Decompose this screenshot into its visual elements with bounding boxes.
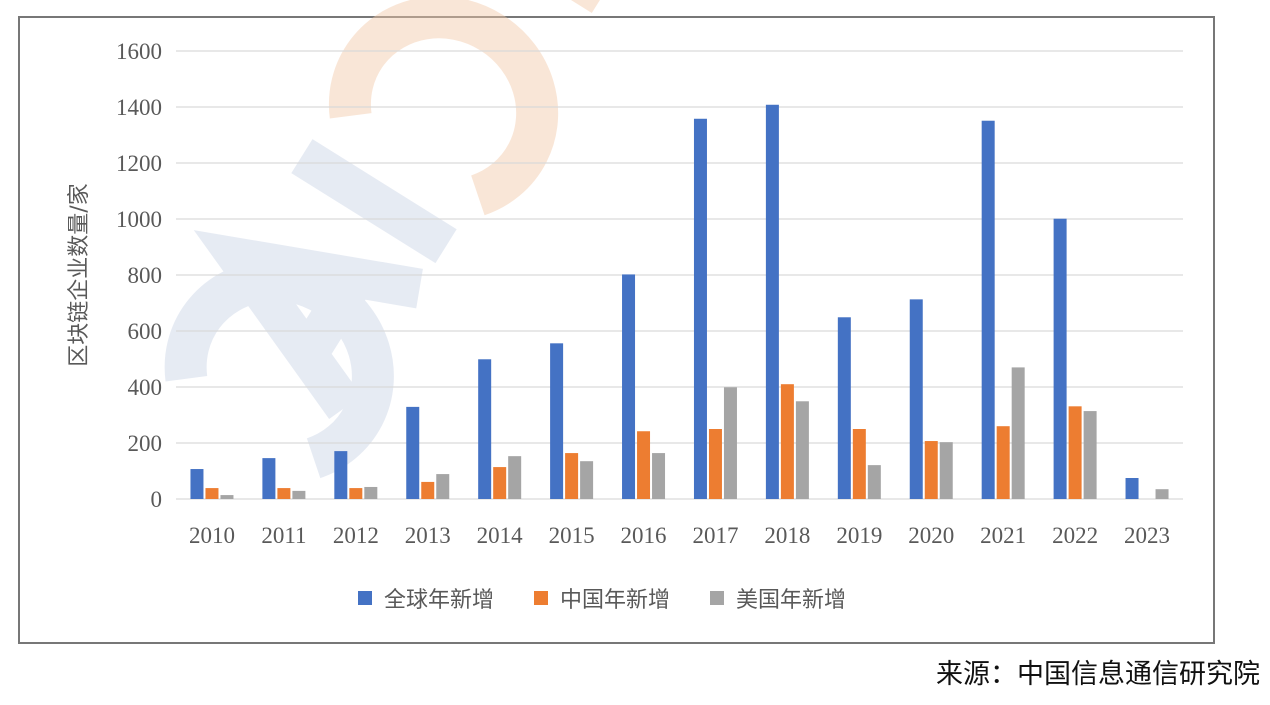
- bar-2015-2: [580, 461, 594, 499]
- legend-label: 中国年新增: [560, 588, 670, 613]
- bar-2011-2: [292, 490, 306, 499]
- y-tick-label: 1600: [116, 39, 162, 64]
- bar-2021-2: [1011, 367, 1025, 499]
- x-tick-label: 2011: [261, 523, 306, 548]
- legend-swatch: [710, 591, 724, 605]
- bar-2016-0: [622, 274, 636, 499]
- x-tick-label: 2014: [477, 523, 524, 548]
- x-tick-label: 2016: [621, 523, 667, 548]
- x-tick-label: 2017: [692, 523, 738, 548]
- bar-2014-0: [478, 359, 492, 499]
- bar-2020-0: [909, 299, 923, 499]
- bar-2011-0: [262, 458, 276, 499]
- watermark-letter-i: [291, 139, 457, 264]
- bar-2014-1: [493, 467, 507, 499]
- bar-2022-0: [1053, 218, 1067, 499]
- watermark-logo: [164, 0, 613, 479]
- chart-frame: [18, 16, 1215, 644]
- legend-label: 美国年新增: [736, 588, 846, 613]
- legend-swatch: [358, 591, 372, 605]
- bar-2020-1: [924, 441, 938, 499]
- bar-2015-0: [550, 343, 564, 499]
- x-tick-label: 2010: [189, 523, 235, 548]
- bar-2016-2: [652, 453, 666, 499]
- bar-2018-2: [795, 401, 809, 499]
- bar-2019-1: [852, 429, 866, 499]
- bar-2012-0: [334, 451, 348, 499]
- bar-2013-2: [436, 474, 450, 499]
- bar-2010-1: [205, 488, 219, 499]
- bar-2022-2: [1083, 411, 1097, 499]
- x-tick-label: 2020: [908, 523, 954, 548]
- source-note: 来源：中国信息通信研究院: [936, 659, 1260, 690]
- legend-label: 全球年新增: [384, 588, 494, 613]
- bar-2017-2: [723, 387, 737, 499]
- y-tick-label: 200: [128, 431, 163, 456]
- watermark-letter-a: [193, 230, 423, 419]
- bar-2017-0: [693, 118, 707, 499]
- watermark-letter-c2: [328, 0, 559, 216]
- bar-2019-2: [867, 465, 881, 499]
- y-tick-label: 400: [128, 375, 163, 400]
- bar-2018-0: [765, 104, 779, 499]
- bar-2020-2: [939, 442, 953, 499]
- bar-2017-1: [708, 429, 722, 499]
- bar-2016-1: [637, 431, 651, 499]
- bar-2012-1: [349, 488, 363, 499]
- bar-2015-1: [565, 453, 579, 499]
- x-tick-label: 2019: [836, 523, 882, 548]
- y-tick-label: 1200: [116, 151, 162, 176]
- y-tick-label: 600: [128, 319, 163, 344]
- bar-2012-2: [364, 486, 378, 499]
- bar-2013-1: [421, 481, 435, 499]
- x-tick-label: 2022: [1052, 523, 1098, 548]
- legend-swatch: [534, 591, 548, 605]
- bar-2022-1: [1068, 406, 1082, 499]
- bar-2023-0: [1125, 478, 1139, 499]
- bar-2019-0: [837, 317, 851, 499]
- x-tick-label: 2023: [1124, 523, 1170, 548]
- y-tick-label: 0: [151, 487, 163, 512]
- x-tick-label: 2018: [764, 523, 810, 548]
- x-tick-label: 2021: [980, 523, 1026, 548]
- x-tick-label: 2012: [333, 523, 379, 548]
- bar-2021-0: [981, 120, 995, 499]
- x-tick-label: 2015: [549, 523, 595, 548]
- bar-2010-2: [220, 495, 234, 499]
- y-tick-label: 800: [128, 263, 163, 288]
- bar-2021-1: [996, 426, 1010, 499]
- bar-2010-0: [190, 469, 204, 499]
- y-tick-label: 1400: [116, 95, 162, 120]
- watermark-letter-c: [164, 259, 394, 479]
- bar-2023-2: [1155, 489, 1169, 499]
- bar-2014-2: [508, 456, 522, 499]
- bar-2018-1: [780, 384, 794, 499]
- y-tick-label: 1000: [116, 207, 162, 232]
- y-axis-label: 区块链企业数量/家: [67, 183, 92, 366]
- bar-2013-0: [406, 406, 420, 499]
- x-tick-label: 2013: [405, 523, 451, 548]
- bar-2011-1: [277, 488, 291, 499]
